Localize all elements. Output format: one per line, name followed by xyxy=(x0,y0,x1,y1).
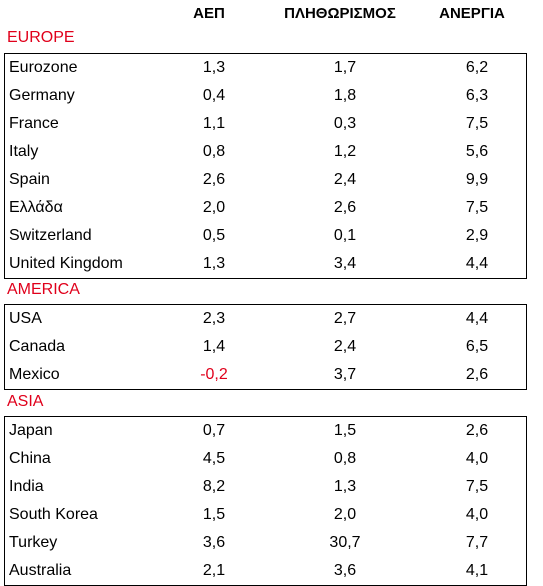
country-name: Australia xyxy=(9,562,72,579)
inflation-value: 2,7 xyxy=(333,310,357,327)
inflation-value: 0,3 xyxy=(333,115,357,132)
unemployment-value: 7,5 xyxy=(465,115,489,132)
inflation-value: 0,1 xyxy=(333,227,357,244)
column-header-unemployment: ΑΝΕΡΓΙΑ xyxy=(439,5,505,22)
country-name: Italy xyxy=(9,143,39,160)
unemployment-value: 7,5 xyxy=(465,199,489,216)
country-name: Turkey xyxy=(9,534,58,551)
gdp-value: 2,0 xyxy=(202,199,226,216)
inflation-value: 3,7 xyxy=(333,366,357,383)
inflation-value: 1,7 xyxy=(333,59,357,76)
table-row: USA 2,3 2,7 4,4 xyxy=(5,305,526,333)
inflation-value: 1,8 xyxy=(333,87,357,104)
inflation-value: 2,6 xyxy=(333,199,357,216)
inflation-value: 1,2 xyxy=(333,143,357,160)
unemployment-value: 4,4 xyxy=(465,310,489,327)
unemployment-value: 4,0 xyxy=(465,450,489,467)
unemployment-value: 5,6 xyxy=(465,143,489,160)
unemployment-value: 6,5 xyxy=(465,338,489,355)
section-title-europe: EUROPE xyxy=(7,29,75,46)
table-row: Turkey 3,6 30,7 7,7 xyxy=(5,529,526,557)
country-name: USA xyxy=(9,310,42,327)
gdp-value: 4,5 xyxy=(202,450,226,467)
country-name: South Korea xyxy=(9,506,98,523)
country-name: Germany xyxy=(9,87,75,104)
unemployment-value: 7,7 xyxy=(465,534,489,551)
gdp-value: -0,2 xyxy=(200,366,228,383)
section-block-america: USA 2,3 2,7 4,4 Canada 1,4 2,4 6,5 Mexico -0,2 3,7… xyxy=(4,304,527,390)
gdp-value: 2,3 xyxy=(202,310,226,327)
inflation-value: 3,4 xyxy=(333,255,357,272)
table-row: China 4,5 0,8 4,0 xyxy=(5,445,526,473)
table-row: Eurozone 1,3 1,7 6,2 xyxy=(5,54,526,82)
unemployment-value: 2,6 xyxy=(465,422,489,439)
country-name: Switzerland xyxy=(9,227,92,244)
table-row: South Korea 1,5 2,0 4,0 xyxy=(5,501,526,529)
table-row: Ελλάδα 2,0 2,6 7,5 xyxy=(5,194,526,222)
unemployment-value: 7,5 xyxy=(465,478,489,495)
unemployment-value: 4,4 xyxy=(465,255,489,272)
gdp-value: 0,7 xyxy=(202,422,226,439)
section-title-america: AMERICA xyxy=(7,281,80,298)
gdp-value: 1,5 xyxy=(202,506,226,523)
country-name: Spain xyxy=(9,171,50,188)
inflation-value: 2,4 xyxy=(333,338,357,355)
inflation-value: 0,8 xyxy=(333,450,357,467)
table-row: United Kingdom 1,3 3,4 4,4 xyxy=(5,250,526,278)
inflation-value: 30,7 xyxy=(329,534,361,551)
table-row: India 8,2 1,3 7,5 xyxy=(5,473,526,501)
country-name: United Kingdom xyxy=(9,255,123,272)
column-header-gdp: ΑΕΠ xyxy=(193,5,225,22)
table-row: France 1,1 0,3 7,5 xyxy=(5,110,526,138)
section-block-europe: Eurozone 1,3 1,7 6,2 Germany 0,4 1,8 6,3 France 1… xyxy=(4,53,527,279)
inflation-value: 1,3 xyxy=(333,478,357,495)
country-name: India xyxy=(9,478,44,495)
country-name: France xyxy=(9,115,59,132)
gdp-value: 2,6 xyxy=(202,171,226,188)
unemployment-value: 2,6 xyxy=(465,366,489,383)
table-row: Italy 0,8 1,2 5,6 xyxy=(5,138,526,166)
unemployment-value: 6,3 xyxy=(465,87,489,104)
country-name: Japan xyxy=(9,422,53,439)
country-name: Ελλάδα xyxy=(9,199,63,216)
table-row: Switzerland 0,5 0,1 2,9 xyxy=(5,222,526,250)
inflation-value: 3,6 xyxy=(333,562,357,579)
table-row: Mexico -0,2 3,7 2,6 xyxy=(5,361,526,389)
country-name: Mexico xyxy=(9,366,60,383)
unemployment-value: 4,0 xyxy=(465,506,489,523)
inflation-value: 2,0 xyxy=(333,506,357,523)
section-title-asia: ASIA xyxy=(7,393,44,410)
country-name: Eurozone xyxy=(9,59,78,76)
unemployment-value: 2,9 xyxy=(465,227,489,244)
gdp-value: 3,6 xyxy=(202,534,226,551)
section-block-asia: Japan 0,7 1,5 2,6 China 4,5 0,8 4,0 India 8,2 1,3 7… xyxy=(4,416,527,586)
table-row: Australia 2,1 3,6 4,1 xyxy=(5,557,526,585)
gdp-value: 2,1 xyxy=(202,562,226,579)
gdp-value: 0,4 xyxy=(202,87,226,104)
column-header-inflation: ΠΛΗΘΩΡΙΣΜΟΣ xyxy=(284,5,396,22)
inflation-value: 2,4 xyxy=(333,171,357,188)
unemployment-value: 9,9 xyxy=(465,171,489,188)
table-row: Germany 0,4 1,8 6,3 xyxy=(5,82,526,110)
inflation-value: 1,5 xyxy=(333,422,357,439)
table-row: Spain 2,6 2,4 9,9 xyxy=(5,166,526,194)
gdp-value: 0,8 xyxy=(202,143,226,160)
gdp-value: 0,5 xyxy=(202,227,226,244)
unemployment-value: 6,2 xyxy=(465,59,489,76)
gdp-value: 8,2 xyxy=(202,478,226,495)
unemployment-value: 4,1 xyxy=(465,562,489,579)
gdp-value: 1,3 xyxy=(202,255,226,272)
gdp-value: 1,3 xyxy=(202,59,226,76)
gdp-value: 1,4 xyxy=(202,338,226,355)
table-row: Canada 1,4 2,4 6,5 xyxy=(5,333,526,361)
gdp-value: 1,1 xyxy=(202,115,226,132)
country-name: China xyxy=(9,450,51,467)
table-row: Japan 0,7 1,5 2,6 xyxy=(5,417,526,445)
country-name: Canada xyxy=(9,338,66,355)
